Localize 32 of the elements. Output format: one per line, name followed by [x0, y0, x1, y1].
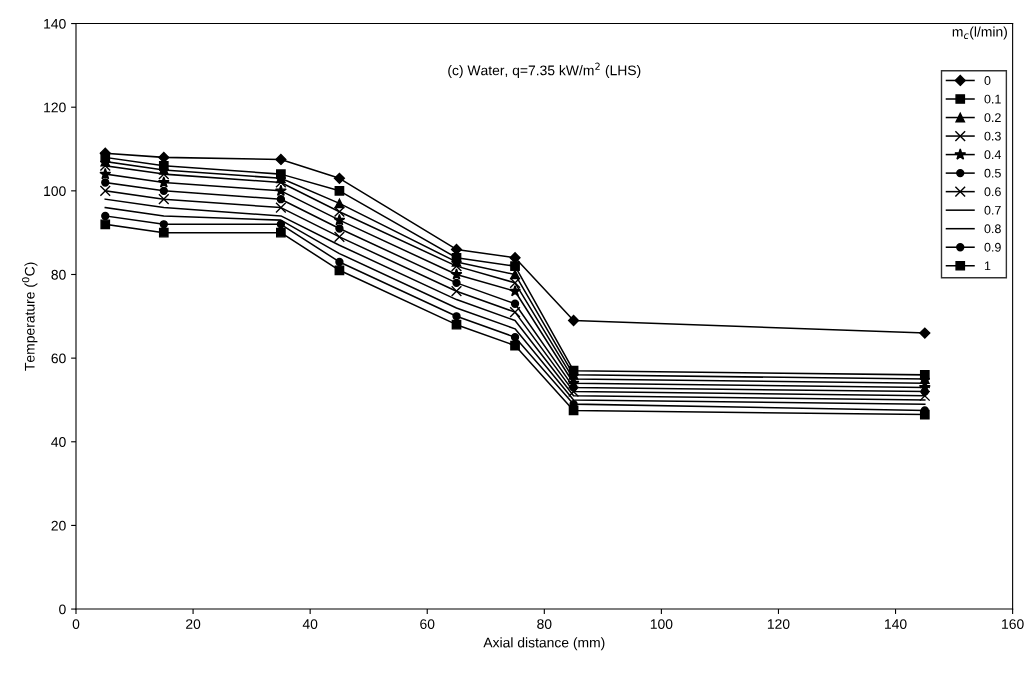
x-tick-label: 0 [72, 619, 80, 629]
x-tick-label: 20 [186, 619, 201, 629]
legend-label: 0.2 [984, 113, 1001, 123]
x-tick-label: 160 [1002, 619, 1024, 629]
legend-title: m$_{c}$(l/min) [952, 26, 1007, 40]
y-tick-label: 20 [51, 520, 66, 531]
x-tick-label: 60 [420, 619, 435, 629]
y-tick-label: 60 [51, 353, 66, 364]
legend-label: 1 [984, 261, 991, 271]
y-tick-label: 120 [44, 102, 66, 113]
x-tick-label: 140 [885, 619, 907, 629]
legend-label: 0.6 [984, 187, 1001, 197]
legend-label: 0.5 [984, 168, 1001, 178]
y-tick-label: 140 [44, 18, 66, 29]
legend-label: 0.7 [984, 205, 1001, 215]
y-axis-title: Temperature ($^{0}$C) [21, 262, 38, 371]
legend-label: 0.1 [984, 94, 1001, 104]
legend-label: 0.8 [984, 224, 1001, 234]
x-tick-label: 80 [537, 619, 552, 629]
y-tick-label: 100 [44, 186, 66, 197]
x-tick-label: 40 [302, 619, 318, 629]
legend-label: 0.3 [984, 131, 1001, 141]
x-tick-label: 120 [767, 619, 790, 629]
x-tick-label: 100 [650, 619, 673, 629]
y-tick-label: 40 [51, 437, 66, 447]
legend-label: 0 [984, 76, 991, 85]
x-axis-title: Axial distance (mm) [483, 637, 605, 651]
y-tick-label: 0 [59, 604, 66, 615]
y-tick-label: 80 [51, 269, 66, 280]
legend-label: 0.9 [984, 242, 1001, 252]
text: (c) Water, q=7.35 kW/m$^{2}$ (LHS) [448, 62, 641, 79]
legend-label: 0.4 [984, 150, 1002, 160]
